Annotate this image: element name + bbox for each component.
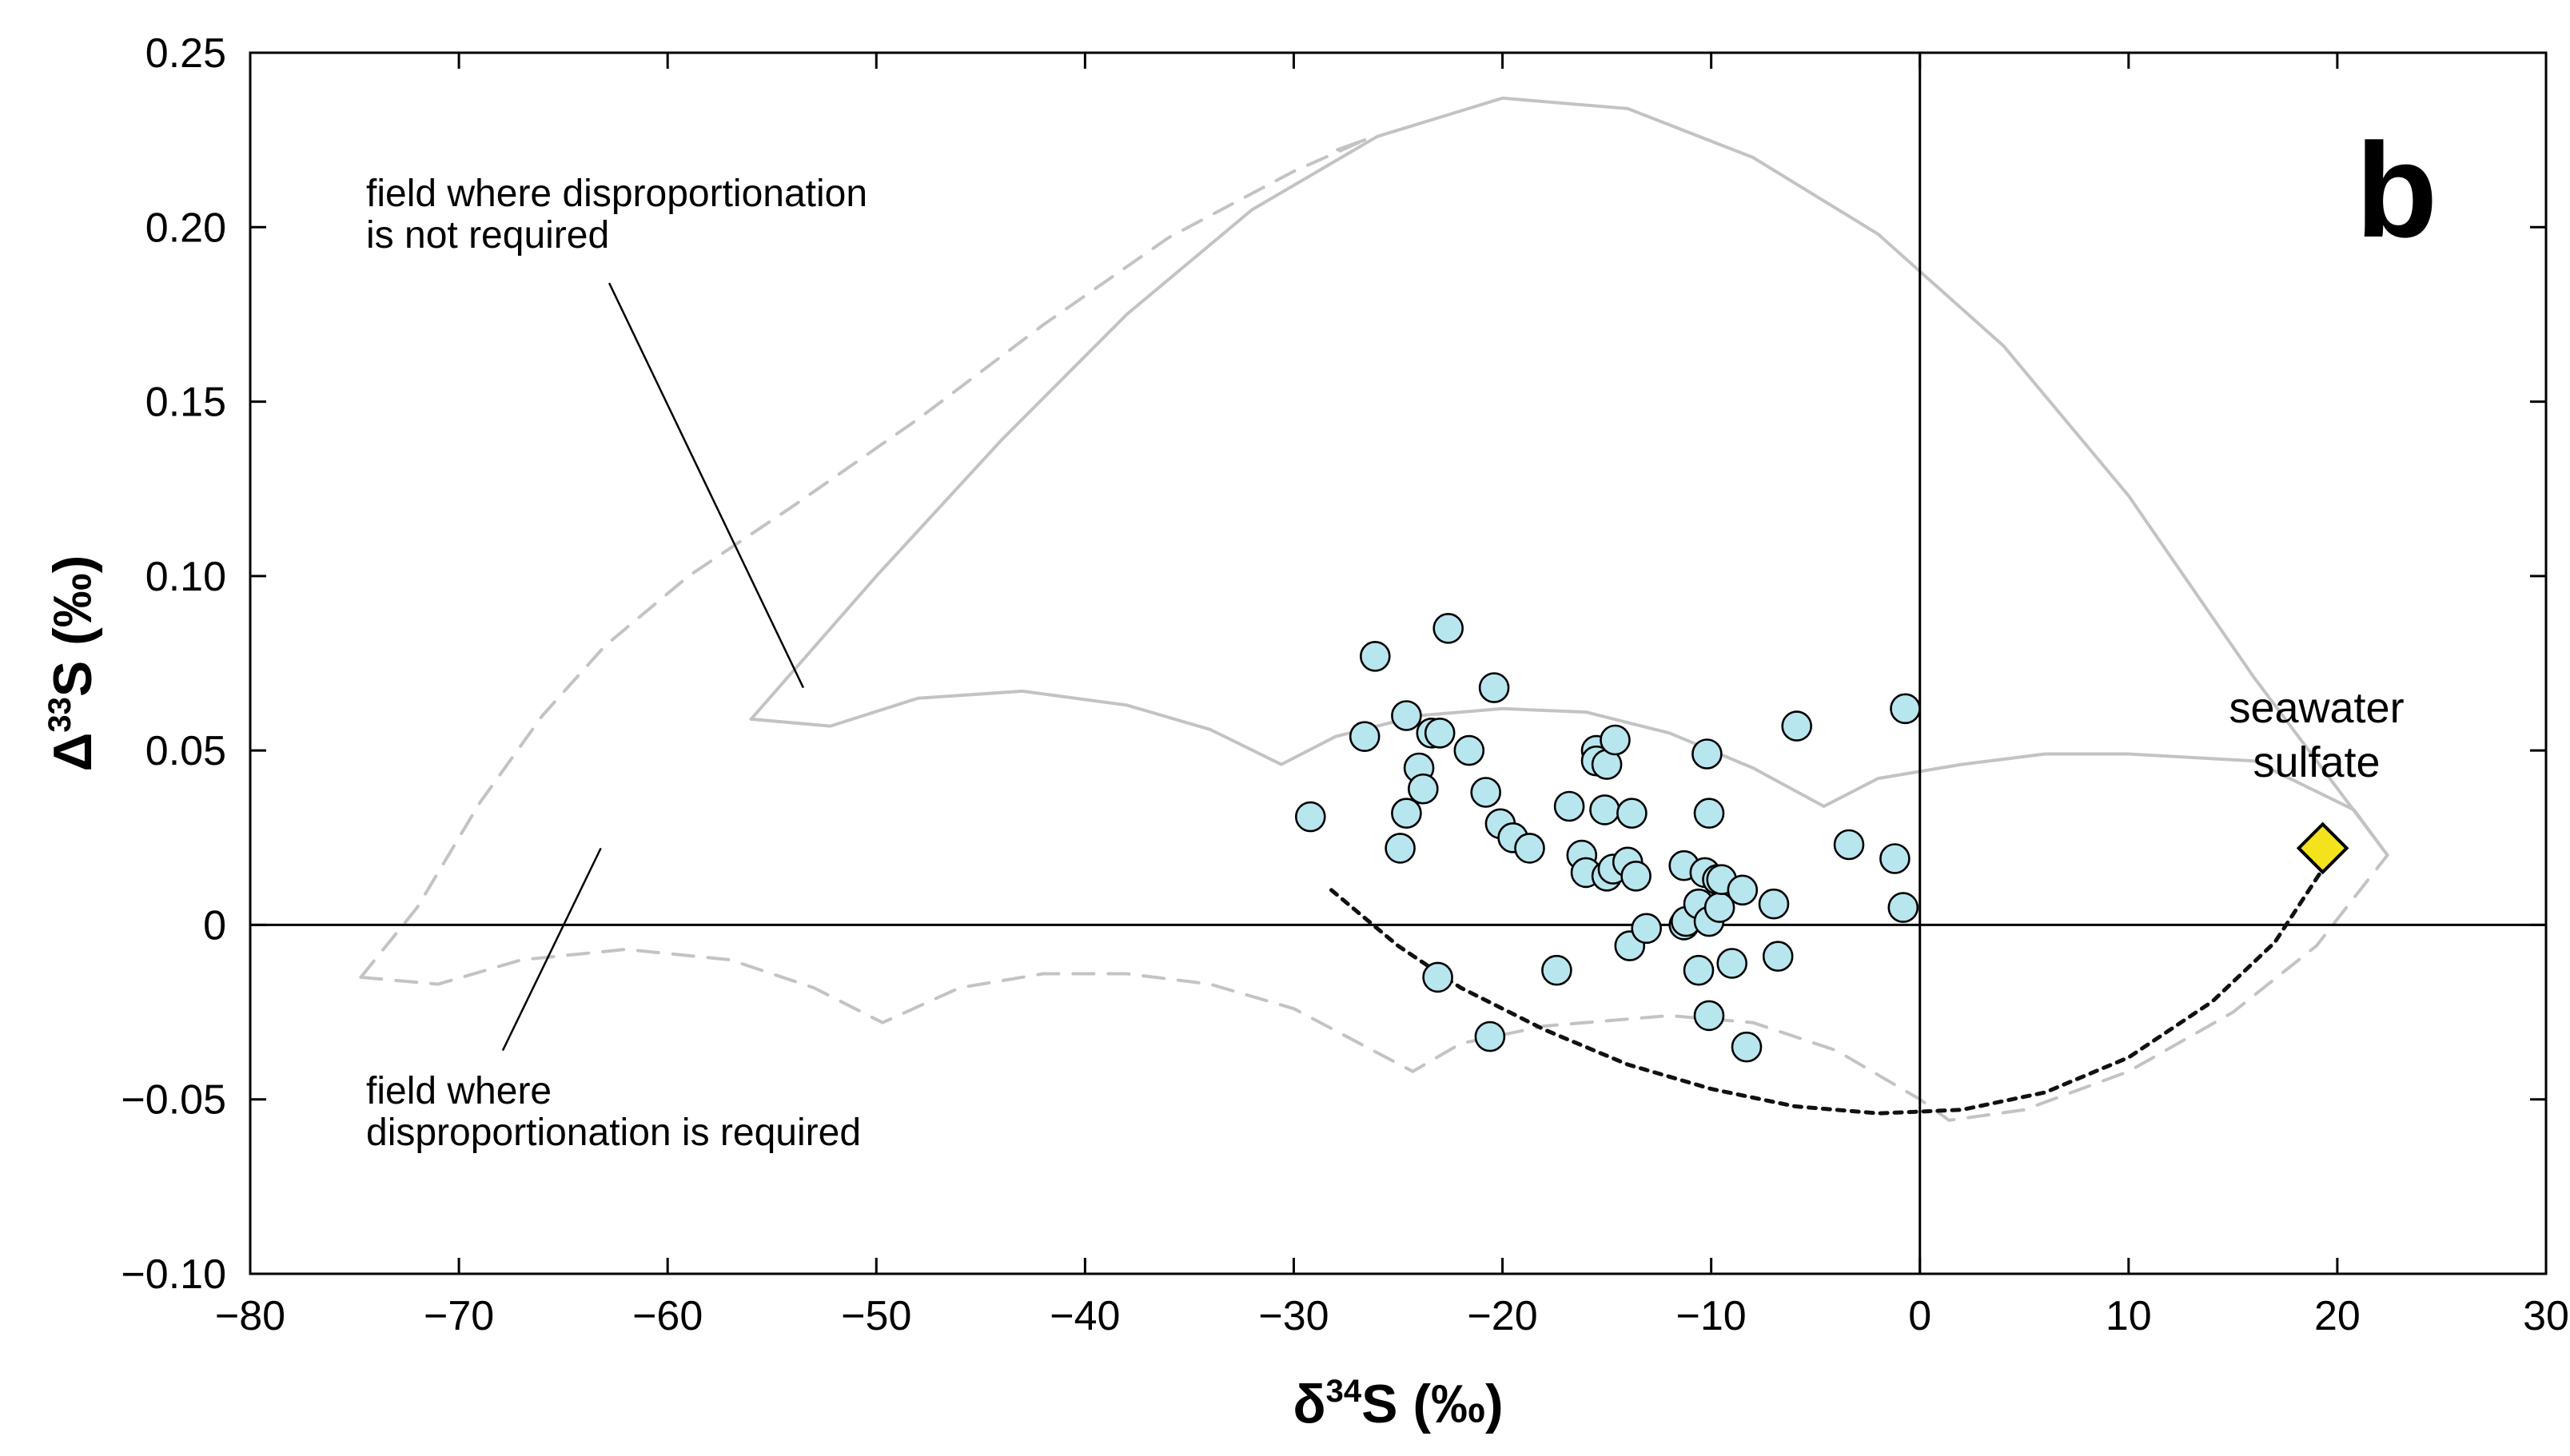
sample-point-21 (1553, 790, 1585, 822)
sample-point-42 (1691, 738, 1723, 770)
y-axis-title-rest: S (‰) (42, 555, 103, 698)
sample-point-51 (1731, 1031, 1763, 1063)
sample-point-55 (1833, 829, 1865, 861)
sample-point-1 (1295, 801, 1326, 833)
series-line-upper-field-boundary (749, 96, 2389, 857)
annotation-seawater-line-1: seawater (2229, 684, 2404, 732)
sample-point-33 (1620, 861, 1652, 892)
panel-label: b (2356, 115, 2438, 265)
sample-point-58 (1890, 693, 1921, 725)
tick-labels: −80 −70 −60 −50 −40 −30 −20 −10 0 10 20 30 −0.10 −0.0… (121, 30, 2569, 1339)
sample-point-19 (1514, 833, 1545, 864)
sample-point-27 (1589, 794, 1620, 825)
sample-point-39 (1683, 954, 1715, 986)
x-axis-title-symbol: δ (1293, 1374, 1325, 1434)
y-tick-label: −0.10 (121, 1251, 226, 1298)
x-tick-label: 10 (2106, 1293, 2152, 1339)
sample-point-14 (1470, 777, 1501, 808)
sample-point-5 (1391, 700, 1422, 731)
y-tick-label: 0.10 (145, 554, 226, 600)
sample-point-50 (1727, 874, 1759, 906)
y-tick-label: 0.15 (145, 380, 226, 426)
series-line-lower-field-base (359, 853, 2389, 1122)
plot-frame (249, 51, 2548, 1275)
y-axis-title-superscript: 33 (42, 697, 78, 733)
x-tick-label: −60 (632, 1293, 703, 1339)
x-tick-label: 30 (2523, 1293, 2569, 1339)
sample-point-8 (1408, 773, 1439, 805)
x-tick-label: 20 (2314, 1293, 2361, 1339)
sample-point-18 (1474, 1020, 1506, 1052)
sample-point-13 (1453, 734, 1485, 766)
sample-point-53 (1762, 941, 1794, 972)
sample-point-56 (1879, 843, 1911, 874)
x-axis-title-superscript: 34 (1326, 1374, 1362, 1409)
y-axis-title-symbol: Δ (42, 733, 103, 772)
x-tick-label: 0 (1908, 1293, 1931, 1339)
sample-point-12 (1432, 612, 1464, 644)
x-tick-label: −50 (841, 1293, 911, 1339)
x-tick-label: −80 (215, 1293, 285, 1339)
y-tick-label: 0.25 (145, 30, 226, 77)
sample-point-6 (1391, 798, 1422, 829)
sample-point-11 (1422, 961, 1453, 993)
x-axis-title: δ34S (‰) (1293, 1374, 1503, 1434)
annotation-required-line-2: disproportionation is required (366, 1112, 861, 1154)
seawater-sulfate-marker (2296, 821, 2349, 875)
y-tick-label: 0.20 (145, 205, 226, 251)
sample-point-54 (1781, 710, 1812, 742)
series-line-lower-field-boundary (359, 138, 1367, 979)
sample-point-15 (1478, 672, 1510, 703)
x-tick-label: −10 (1676, 1293, 1747, 1339)
annotation-required-line-1: field where (366, 1070, 552, 1112)
sample-point-3 (1360, 640, 1391, 672)
reference-lines (250, 53, 2546, 1274)
annotation-not-required-leader (608, 282, 805, 689)
annotation-required-leader (501, 847, 602, 1052)
y-axis-title: Δ33S (‰) (42, 555, 103, 772)
x-tick-label: −20 (1467, 1293, 1537, 1339)
sample-point-20 (1541, 954, 1572, 986)
sample-point-43 (1693, 798, 1725, 829)
annotation-not-required-line-2: is not required (366, 214, 609, 257)
mixing-curve (1329, 867, 2325, 1116)
annotation-seawater-line-2: sulfate (2253, 738, 2380, 786)
data-points (1295, 612, 2349, 1063)
sample-point-49 (1716, 948, 1747, 979)
sample-point-35 (1631, 913, 1662, 945)
annotation-not-required-line-1: field where disproportionation (366, 173, 867, 215)
sample-point-4 (1385, 833, 1416, 864)
x-tick-label: −40 (1050, 1293, 1120, 1339)
x-tick-label: −70 (424, 1293, 494, 1339)
x-tick-label: −30 (1258, 1293, 1329, 1339)
sample-point-45 (1693, 1000, 1725, 1032)
y-tick-label: −0.05 (121, 1077, 226, 1124)
sample-point-29 (1600, 724, 1631, 756)
sample-point-32 (1616, 798, 1648, 829)
series-line-mixing-curve (1329, 867, 2325, 1116)
sample-point-52 (1758, 888, 1790, 920)
sample-point-10 (1424, 717, 1456, 749)
y-tick-label: 0.05 (145, 728, 226, 774)
field-boundaries (359, 96, 2389, 1122)
y-tick-label: 0 (203, 902, 226, 949)
x-axis-title-rest: S (‰) (1361, 1374, 1504, 1434)
sample-point-2 (1349, 721, 1381, 753)
sample-point-57 (1887, 892, 1919, 923)
axis-ticks (249, 51, 2548, 1275)
